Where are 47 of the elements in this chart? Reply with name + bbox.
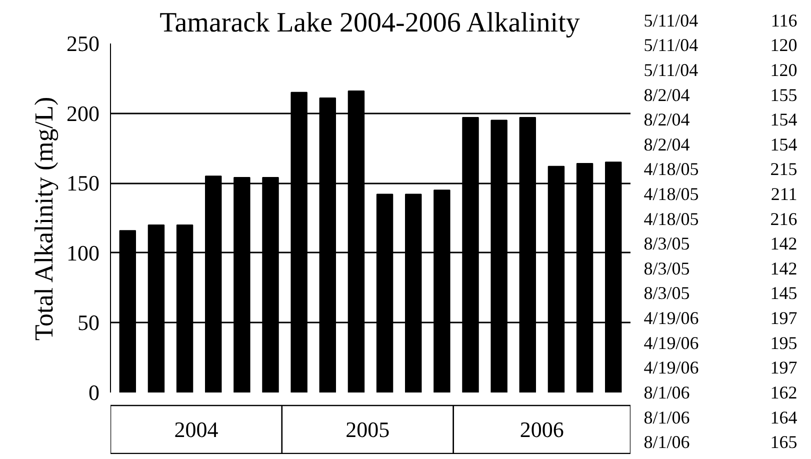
text: 8/1/06 <box>644 432 690 452</box>
text: 4/19/06 <box>644 332 699 353</box>
text: 8/2/04 <box>644 110 690 130</box>
text: 164 <box>770 407 798 428</box>
text: 5/11/04 <box>644 60 698 80</box>
text: 154 <box>770 134 798 154</box>
text: 154 <box>770 110 798 130</box>
text: 8/1/06 <box>644 407 690 428</box>
text: 216 <box>770 208 798 229</box>
text: 5/11/04 <box>644 10 698 30</box>
text: 215 <box>770 159 798 180</box>
y-tick-label: 150 <box>66 170 100 196</box>
text: 120 <box>770 60 798 80</box>
text: 162 <box>770 382 798 402</box>
text: 2005 <box>346 417 390 442</box>
text: 8/2/04 <box>644 84 690 105</box>
text: 4/18/05 <box>644 208 699 229</box>
text: 165 <box>770 432 798 452</box>
y-tick-label: 0 <box>88 380 100 405</box>
y-tick-label: 100 <box>66 240 100 266</box>
text: 4/19/06 <box>644 358 699 378</box>
y-tick-label: 50 <box>78 310 100 336</box>
text: 211 <box>770 184 798 204</box>
text: 8/3/05 <box>644 234 690 254</box>
text: 195 <box>770 332 798 353</box>
y-tick-label: 250 <box>66 31 100 56</box>
text: 116 <box>770 10 798 30</box>
text: 120 <box>770 35 798 56</box>
text: 197 <box>770 358 798 378</box>
text: 197 <box>770 308 798 328</box>
y-axis-title: Total Alkalinity (mg/L) <box>30 96 58 341</box>
chart-title: Tamarack Lake 2004-2006 Alkalinity <box>160 8 580 38</box>
text: 145 <box>770 283 798 304</box>
text: 2006 <box>520 417 564 442</box>
text: 2004 <box>174 417 218 442</box>
text: 4/18/05 <box>644 159 699 180</box>
text: 8/3/05 <box>644 258 690 278</box>
text: 142 <box>770 234 798 254</box>
text: 8/1/06 <box>644 382 690 402</box>
text: 8/2/04 <box>644 134 690 154</box>
text: 142 <box>770 258 798 278</box>
text: 155 <box>770 84 798 105</box>
text: 8/3/05 <box>644 283 690 304</box>
text: 4/19/06 <box>644 308 699 328</box>
text: 5/11/04 <box>644 35 698 56</box>
y-tick-label: 200 <box>66 100 100 126</box>
text: 4/18/05 <box>644 184 699 204</box>
